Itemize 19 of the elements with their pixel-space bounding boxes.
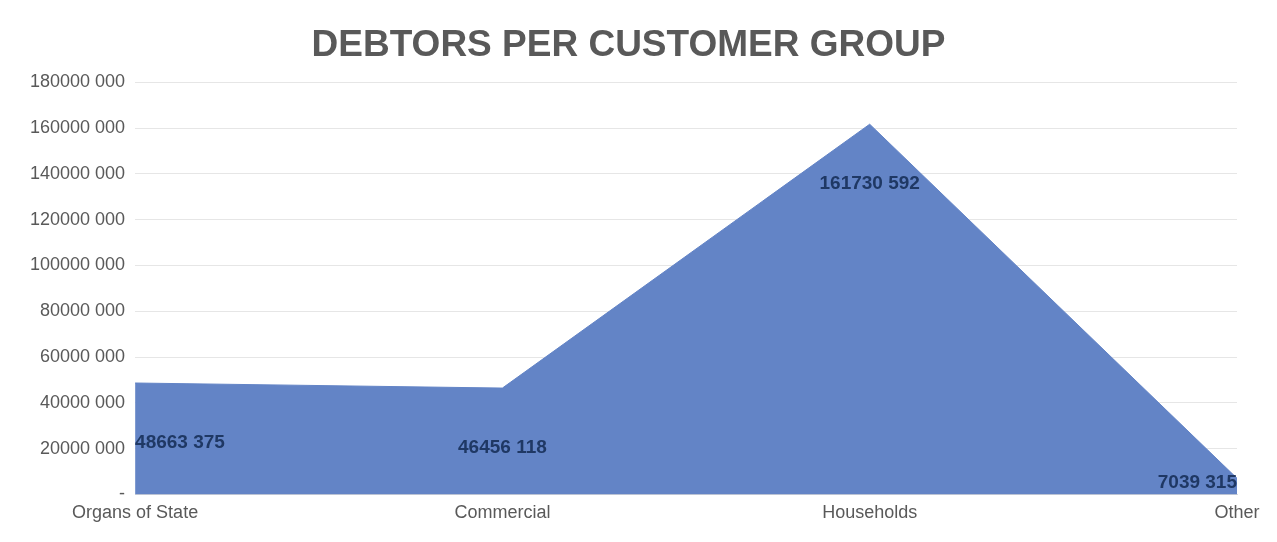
y-tick-label: 20000 000 — [40, 437, 126, 458]
y-tick-label: 120000 000 — [29, 208, 126, 229]
x-tick-label: Commercial — [454, 502, 551, 523]
x-tick-label: Other — [1214, 502, 1260, 523]
x-tick-label: Households — [822, 502, 918, 523]
y-tick-label: 60000 000 — [40, 346, 126, 367]
chart-title: DEBTORS PER CUSTOMER GROUP — [311, 23, 946, 65]
y-tick-label: - — [119, 483, 126, 504]
y-tick-label: 180000 000 — [29, 71, 126, 92]
data-label: 7039 315 — [1157, 470, 1238, 492]
y-tick-label: 140000 000 — [29, 162, 126, 183]
data-label: 161730 592 — [819, 172, 920, 194]
y-tick-label: 160000 000 — [29, 117, 126, 138]
y-tick-label: 40000 000 — [40, 391, 126, 412]
y-tick-label: 80000 000 — [40, 300, 126, 321]
y-tick-label: 100000 000 — [29, 254, 126, 275]
x-tick-label: Organs of State — [72, 502, 199, 523]
data-label: 48663 375 — [135, 431, 226, 453]
data-label: 46456 118 — [458, 436, 547, 458]
